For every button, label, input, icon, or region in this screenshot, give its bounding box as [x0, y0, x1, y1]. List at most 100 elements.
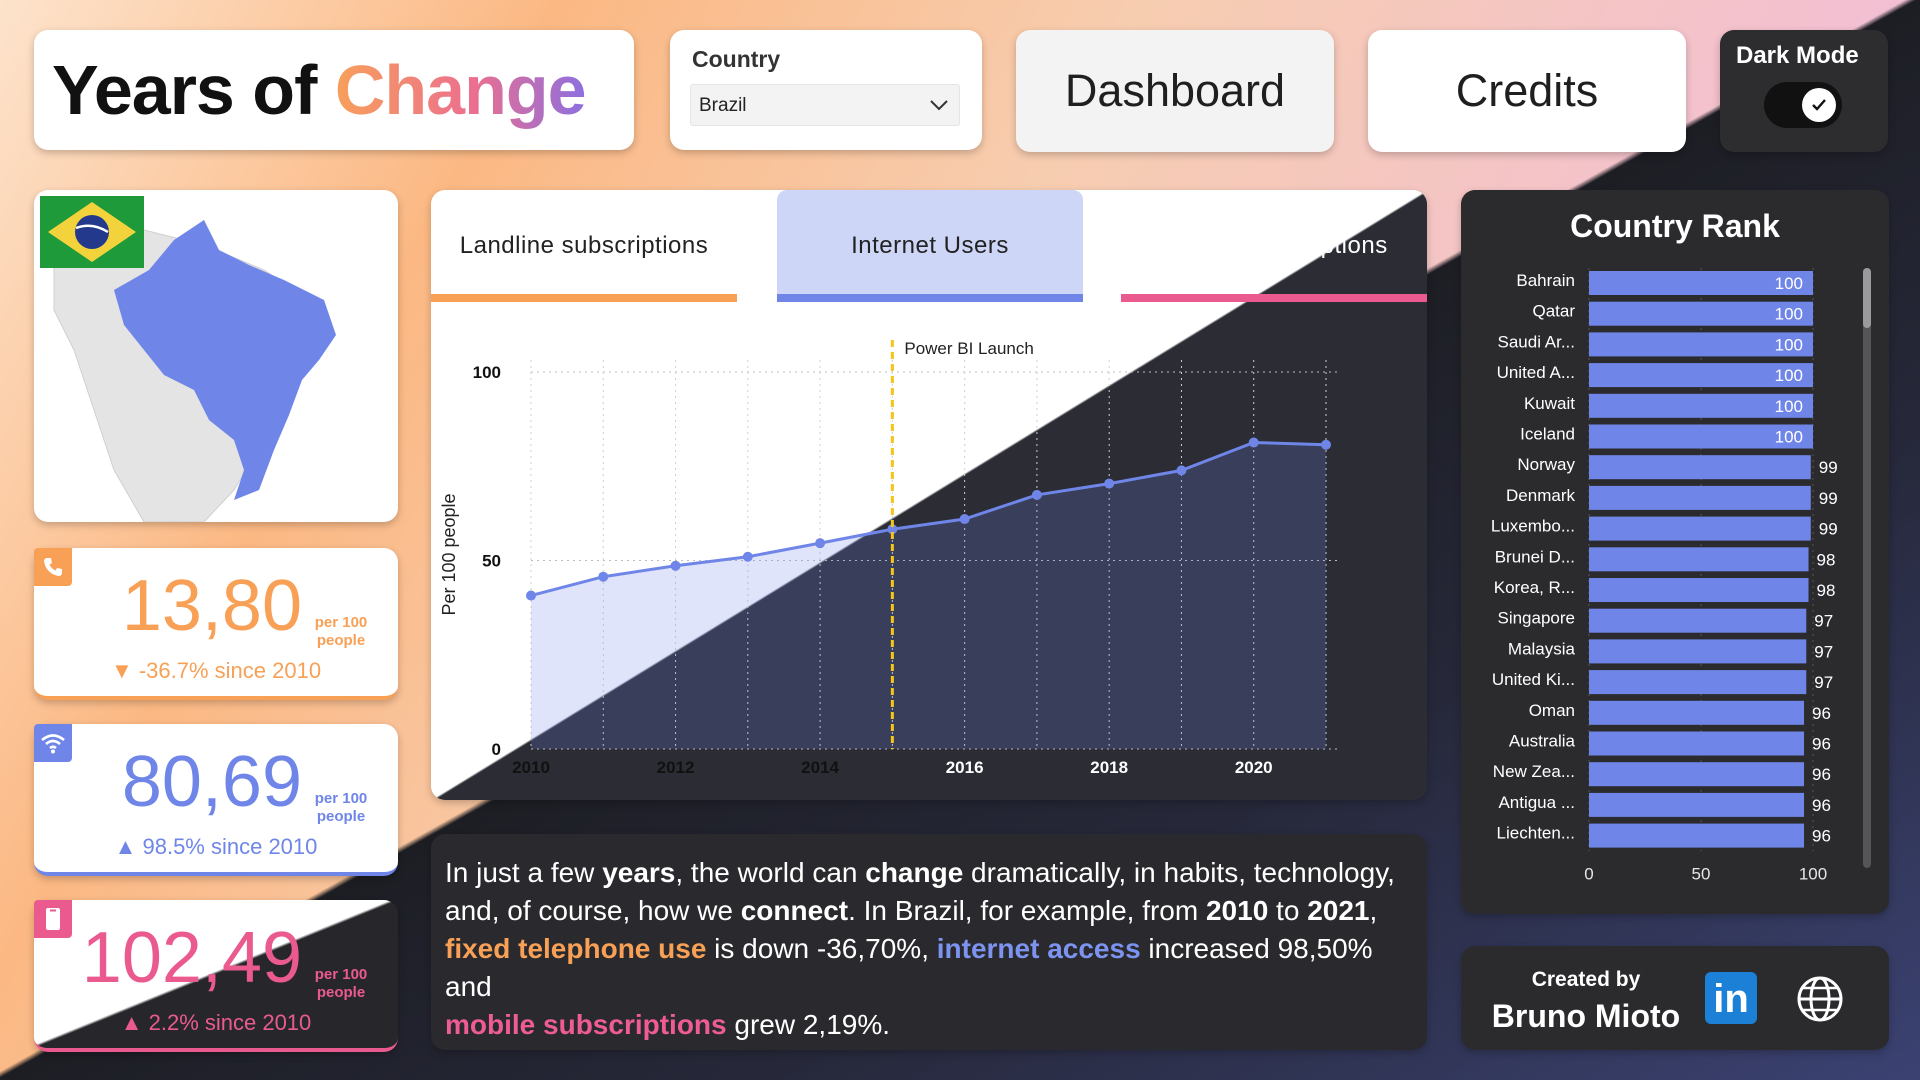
title-prefix: Years of	[52, 51, 335, 129]
kpi-unit-line1: per 100	[314, 614, 368, 631]
narrative-bold: years	[602, 857, 676, 888]
rank-scrollbar[interactable]	[1863, 268, 1871, 868]
kpi-unit-line1: per 100	[314, 966, 368, 983]
rank-bar	[1589, 731, 1805, 756]
data-point	[670, 560, 681, 571]
bar-value-label: 100	[1775, 274, 1803, 293]
kpi-unit-line2: people	[316, 808, 366, 825]
kpi-landline: 13,80 per 100 people ▼ -36.7% since 2010	[34, 548, 398, 700]
rank-bar	[1589, 455, 1811, 480]
country-selected-value: Brazil	[699, 95, 747, 116]
country-rank-chart: 0 50 100 Bahrain 100 Qatar 100 Saudi Ar... 100 Un…	[1491, 268, 1838, 883]
bar-category-label: United A...	[1497, 363, 1575, 382]
kpi-mobile: 102,49 per 100 people ▲ 2.2% since 2010	[34, 900, 398, 1052]
data-point	[815, 538, 826, 549]
x-tick-label: 2014	[801, 758, 839, 777]
x-tick-label: 2012	[657, 758, 695, 777]
kpi-value: 102,49	[81, 918, 302, 998]
data-point	[1176, 465, 1187, 476]
y-tick-label: 50	[482, 552, 501, 571]
tab-mobile-subscriptions[interactable]: Mobile subscriptions	[1121, 190, 1427, 302]
data-point	[1104, 478, 1115, 489]
kpi-value: 13,80	[121, 566, 302, 646]
wifi-icon	[34, 724, 72, 762]
x-tick-label: 50	[1692, 864, 1711, 883]
narrative-highlight-mobile: mobile subscriptions	[445, 1009, 727, 1040]
narrative-part: to	[1268, 895, 1308, 926]
rank-bar	[1589, 578, 1809, 602]
rank-bar	[1589, 393, 1813, 418]
bar-category-label: Bahrain	[1516, 271, 1575, 290]
page-title: Years of Change	[52, 50, 587, 130]
series-area	[531, 442, 1326, 749]
author-name: Bruno Mioto	[1491, 998, 1681, 1034]
scrollbar-thumb[interactable]	[1863, 268, 1871, 328]
bar-value-label: 98	[1817, 550, 1836, 569]
kpi-delta: ▲ 2.2% since 2010	[120, 1010, 312, 1035]
country-rank-card: Country Rank 0 50 100 Bahrain 100 Qatar 100 Sau…	[1461, 190, 1889, 914]
x-tick-label: 2020	[1235, 758, 1273, 777]
kpi-unit-line1: per 100	[314, 790, 368, 807]
x-tick-label: 2016	[946, 758, 984, 777]
kpi-internet: 80,69 per 100 people ▲ 98.5% since 2010	[34, 724, 398, 876]
narrative-text: In just a few years, the world can chang…	[445, 854, 1409, 1044]
bar-value-label: 96	[1812, 735, 1831, 754]
kpi-unit-line2: people	[316, 984, 366, 1001]
country-dropdown[interactable]: Brazil	[690, 84, 960, 126]
globe-icon[interactable]	[1795, 974, 1845, 1024]
narrative-part: dramatically, in habits, technology, and…	[445, 857, 1395, 926]
rank-bar	[1589, 332, 1813, 357]
y-axis-label: Per 100 people	[439, 493, 459, 615]
narrative-highlight-internet: internet access	[936, 933, 1141, 964]
brazil-flag-icon	[40, 196, 144, 268]
bar-category-label: Iceland	[1520, 425, 1575, 444]
rank-bar	[1589, 516, 1811, 541]
data-point	[526, 590, 536, 601]
x-tick-label: 0	[1584, 864, 1593, 883]
dark-mode-toggle[interactable]	[1764, 82, 1842, 128]
tab-label: Landline subscriptions	[459, 232, 709, 259]
credits-button[interactable]: Credits	[1368, 30, 1686, 152]
tab-landline-subscriptions[interactable]: Landline subscriptions	[431, 190, 737, 302]
bar-category-label: Brunei D...	[1495, 547, 1575, 566]
narrative-part: ,	[1369, 895, 1378, 926]
bar-category-label: Saudi Ar...	[1498, 332, 1576, 351]
narrative-bold: change	[865, 857, 964, 888]
tab-underline	[431, 294, 737, 302]
data-point	[1248, 437, 1259, 448]
kpi-unit: per 100 people	[306, 614, 376, 650]
narrative-part: , the world can	[675, 857, 866, 888]
narrative-part: increased 98,50% and	[445, 933, 1373, 1002]
data-point	[1321, 439, 1331, 450]
dark-mode-label: Dark Mode	[1736, 42, 1859, 69]
narrative-highlight-landline: fixed telephone use	[445, 933, 707, 964]
chevron-down-icon	[930, 100, 948, 111]
series-line	[530, 440, 1327, 598]
bar-value-label: 97	[1814, 673, 1833, 692]
rank-title: Country Rank	[1570, 208, 1780, 244]
bar-value-label: 100	[1775, 397, 1803, 416]
dashboard-button[interactable]: Dashboard	[1016, 30, 1334, 152]
rank-bar	[1589, 608, 1807, 633]
data-point	[1031, 489, 1042, 500]
bar-value-label: 96	[1812, 827, 1831, 846]
narrative-bold: 2021	[1307, 895, 1370, 926]
annotation-label: Power BI Launch	[904, 339, 1033, 358]
kpi-unit: per 100 people	[306, 790, 376, 826]
bar-value-label: 99	[1819, 520, 1838, 539]
checkmark-icon	[1812, 99, 1826, 111]
kpi-unit: per 100 people	[306, 966, 376, 1002]
bar-value-label: 99	[1819, 489, 1838, 508]
linkedin-icon[interactable]: in	[1705, 972, 1757, 1024]
south-america-map	[40, 196, 336, 522]
bar-category-label: New Zea...	[1493, 762, 1575, 781]
rank-bar	[1589, 639, 1807, 664]
bar-category-label: Singapore	[1497, 609, 1575, 628]
tab-internet-users[interactable]: Internet Users	[777, 190, 1083, 302]
data-point	[959, 514, 970, 525]
country-slicer: Country Brazil	[670, 30, 982, 150]
bar-value-label: 96	[1812, 796, 1831, 815]
bar-category-label: Antigua ...	[1498, 793, 1575, 812]
bar-value-label: 96	[1812, 704, 1831, 723]
bar-category-label: Oman	[1529, 701, 1575, 720]
